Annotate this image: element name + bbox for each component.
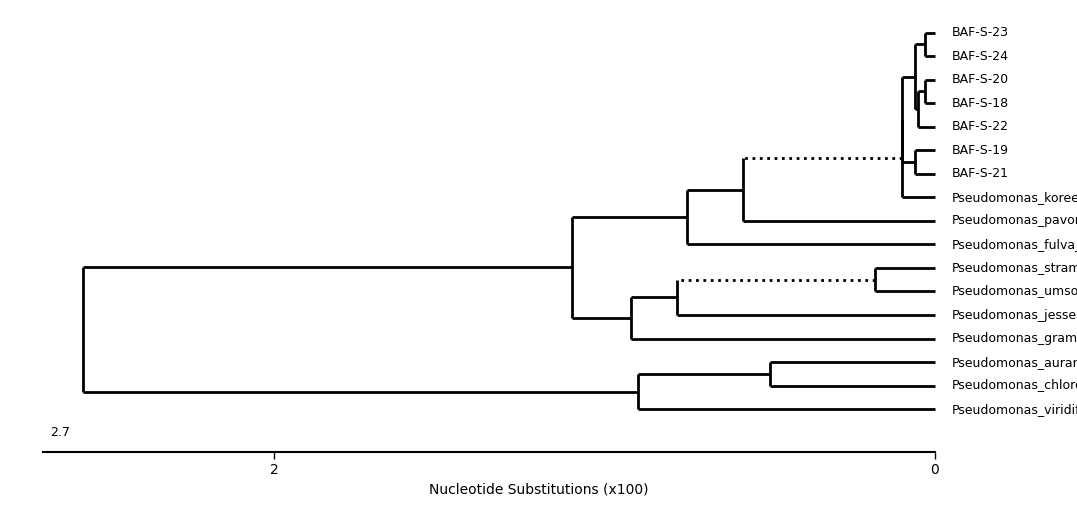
Text: BAF-S-24: BAF-S-24 <box>951 50 1008 63</box>
Text: BAF-S-23: BAF-S-23 <box>951 26 1008 39</box>
Text: 2.7: 2.7 <box>50 426 70 439</box>
Text: Pseudomonas_pavonaceae_IAM1155_D84019: Pseudomonas_pavonaceae_IAM1155_D84019 <box>951 214 1077 227</box>
Text: Pseudomonas_aurantiaca_ATCC33663T_AB021: Pseudomonas_aurantiaca_ATCC33663T_AB021 <box>951 356 1077 368</box>
Text: Pseudomonas_straminea_IAM1598_D84023: Pseudomonas_straminea_IAM1598_D84023 <box>951 262 1077 275</box>
Text: Pseudomonas_umsongensis_KACC10846T_AF46: Pseudomonas_umsongensis_KACC10846T_AF46 <box>951 285 1077 298</box>
Text: BAF-S-19: BAF-S-19 <box>951 144 1008 157</box>
Text: Pseudomonas_koreensis_KACC10848_AF46845: Pseudomonas_koreensis_KACC10848_AF46845 <box>951 191 1077 204</box>
Text: Pseudomonas_fulva_IAM1529_D84015: Pseudomonas_fulva_IAM1529_D84015 <box>951 238 1077 251</box>
Text: Pseudomonas_chlororaphis_DSM50083T_Z766: Pseudomonas_chlororaphis_DSM50083T_Z766 <box>951 379 1077 392</box>
Text: BAF-S-22: BAF-S-22 <box>951 120 1008 133</box>
Text: BAF-S-21: BAF-S-21 <box>951 167 1008 180</box>
X-axis label: Nucleotide Substitutions (x100): Nucleotide Substitutions (x100) <box>429 483 648 497</box>
Text: BAF-S-20: BAF-S-20 <box>951 73 1008 86</box>
Text: BAF-S-18: BAF-S-18 <box>951 97 1008 110</box>
Text: Pseudomonas_jessenii_CIP105274_AF068259: Pseudomonas_jessenii_CIP105274_AF068259 <box>951 308 1077 321</box>
Text: Pseudomonas_viridiflava_LMG2352T_Z76671: Pseudomonas_viridiflava_LMG2352T_Z76671 <box>951 403 1077 416</box>
Text: Pseudomonas_graminis_JPL-8_AY030316: Pseudomonas_graminis_JPL-8_AY030316 <box>951 332 1077 345</box>
